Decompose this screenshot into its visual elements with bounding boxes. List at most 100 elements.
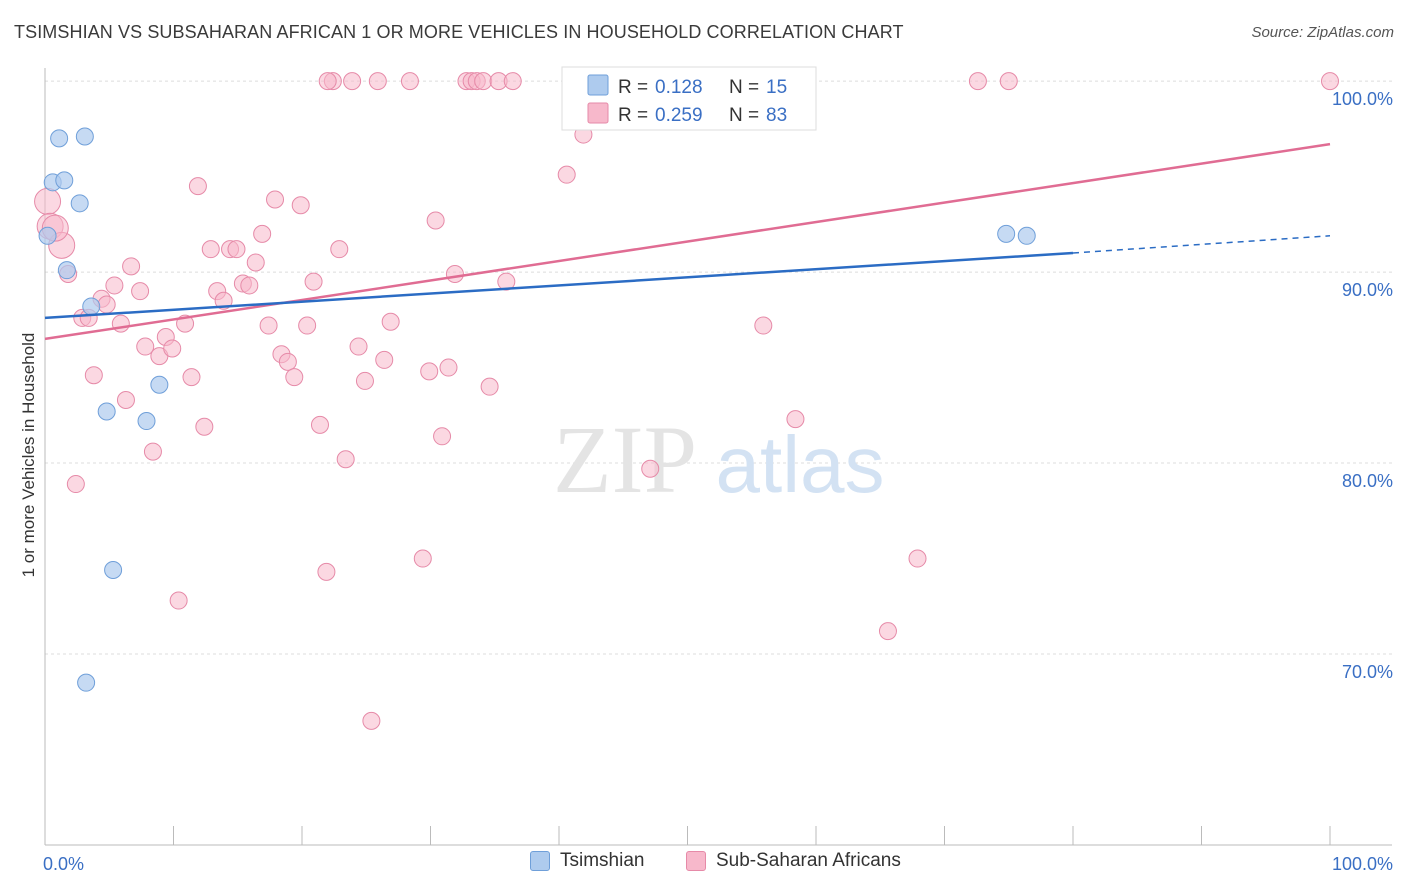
- watermark: ZIP atlas: [553, 406, 884, 513]
- data-point-ssa: [497, 272, 516, 291]
- data-point-ssa: [362, 711, 381, 730]
- data-point-tsimshian: [82, 297, 101, 316]
- data-point-ssa: [195, 417, 214, 436]
- data-point-ssa: [400, 72, 419, 91]
- data-point-tsimshian: [57, 261, 76, 280]
- series-tsimshian: [38, 127, 1036, 692]
- data-point-ssa: [355, 371, 374, 390]
- data-point-ssa: [214, 291, 233, 310]
- data-point-ssa: [291, 196, 310, 215]
- data-point-ssa: [908, 549, 927, 568]
- data-point-ssa: [278, 352, 297, 371]
- watermark-atlas: atlas: [716, 420, 885, 509]
- trend-line-ssa: [44, 142, 1331, 341]
- legend-bottom: Tsimshian Sub-Saharan Africans: [0, 850, 1406, 880]
- data-point-ssa: [188, 177, 207, 196]
- trend-lines: [44, 142, 1331, 341]
- legend-top: R = 0.128 N = 15 R = 0.259 N = 83: [561, 66, 817, 131]
- data-point-ssa: [343, 72, 362, 91]
- series-sub-saharan-africans: [34, 72, 1339, 730]
- y-axis-label: 1 or more Vehicles in Household: [19, 333, 38, 578]
- data-point-tsimshian: [77, 673, 96, 692]
- legend-n-label-1: N =: [729, 77, 759, 98]
- data-point-ssa: [310, 415, 329, 434]
- data-point-tsimshian: [104, 560, 123, 579]
- data-point-ssa: [143, 442, 162, 461]
- y-tick-label: 90.0%: [1342, 280, 1393, 300]
- data-point-ssa: [317, 562, 336, 581]
- data-point-ssa: [266, 190, 285, 209]
- chart-title: TSIMSHIAN VS SUBSAHARAN AFRICAN 1 OR MOR…: [14, 22, 904, 42]
- data-point-ssa: [163, 339, 182, 358]
- data-point-ssa: [84, 366, 103, 385]
- legend-r-value-2: 0.259: [655, 105, 703, 126]
- data-point-ssa: [298, 316, 317, 335]
- data-point-tsimshian: [75, 127, 94, 146]
- data-point-ssa: [304, 272, 323, 291]
- data-point-ssa: [968, 72, 987, 91]
- data-point-ssa: [122, 257, 141, 276]
- data-point-ssa: [641, 459, 660, 478]
- legend-r-label-1: R =: [618, 77, 648, 98]
- data-point-tsimshian: [997, 224, 1016, 243]
- data-point-ssa: [253, 224, 272, 243]
- data-point-ssa: [136, 337, 155, 356]
- data-point-ssa: [336, 450, 355, 469]
- grid-lines: [45, 80, 1392, 655]
- data-point-ssa: [131, 282, 150, 301]
- data-point-ssa: [240, 276, 259, 295]
- data-point-ssa: [433, 427, 452, 446]
- trend-line-tsimshian-extension: [1072, 235, 1331, 254]
- data-point-tsimshian: [137, 412, 156, 431]
- x-tick-label: 0.0%: [43, 854, 84, 874]
- data-point-ssa: [445, 264, 464, 283]
- data-point-ssa: [116, 391, 135, 410]
- data-point-ssa: [66, 475, 85, 494]
- legend-swatch: [530, 851, 550, 871]
- data-point-ssa: [426, 211, 445, 230]
- data-point-ssa: [413, 549, 432, 568]
- data-point-ssa: [754, 316, 773, 335]
- data-point-ssa: [330, 240, 349, 259]
- legend-n-value-1: 15: [766, 77, 787, 98]
- data-point-ssa: [480, 377, 499, 396]
- data-point-ssa: [246, 253, 265, 272]
- data-point-ssa: [201, 240, 220, 259]
- data-point-ssa: [878, 622, 897, 641]
- data-point-ssa: [999, 72, 1018, 91]
- data-point-ssa: [1321, 72, 1339, 91]
- y-tick-label: 70.0%: [1342, 662, 1393, 682]
- data-point-ssa: [169, 591, 188, 610]
- legend-item-sub-saharan-africans: Sub-Saharan Africans: [686, 850, 901, 872]
- data-point-ssa: [97, 295, 116, 314]
- data-point-ssa: [420, 362, 439, 381]
- y-tick-label: 100.0%: [1332, 89, 1393, 109]
- legend-swatch-ssa: [587, 102, 609, 124]
- watermark-zip: ZIP: [553, 406, 697, 513]
- data-point-ssa: [349, 337, 368, 356]
- data-point-tsimshian: [38, 226, 57, 245]
- data-point-tsimshian: [97, 402, 116, 421]
- data-point-ssa: [439, 358, 458, 377]
- data-point-ssa: [503, 72, 522, 91]
- data-point-tsimshian: [70, 194, 89, 213]
- data-point-ssa: [368, 72, 387, 91]
- legend-n-label-2: N =: [729, 105, 759, 126]
- legend-item-tsimshian: Tsimshian: [530, 850, 644, 872]
- x-tick-label: 100.0%: [1332, 854, 1393, 874]
- data-point-ssa: [381, 312, 400, 331]
- data-point-ssa: [474, 72, 493, 91]
- source-label: Source: ZipAtlas.com: [1251, 24, 1394, 41]
- data-point-ssa: [182, 368, 201, 387]
- data-point-ssa: [34, 187, 62, 215]
- data-point-ssa: [375, 350, 394, 369]
- data-point-ssa: [557, 165, 576, 184]
- legend-r-value-1: 0.128: [655, 77, 703, 98]
- data-point-tsimshian: [150, 375, 169, 394]
- data-point-ssa: [285, 368, 304, 387]
- legend-label: Sub-Saharan Africans: [716, 850, 901, 871]
- tick-labels: 70.0% 80.0% 90.0% 100.0% 0.0% 100.0%: [43, 89, 1393, 874]
- axes: [44, 68, 1392, 846]
- legend-label: Tsimshian: [560, 850, 645, 871]
